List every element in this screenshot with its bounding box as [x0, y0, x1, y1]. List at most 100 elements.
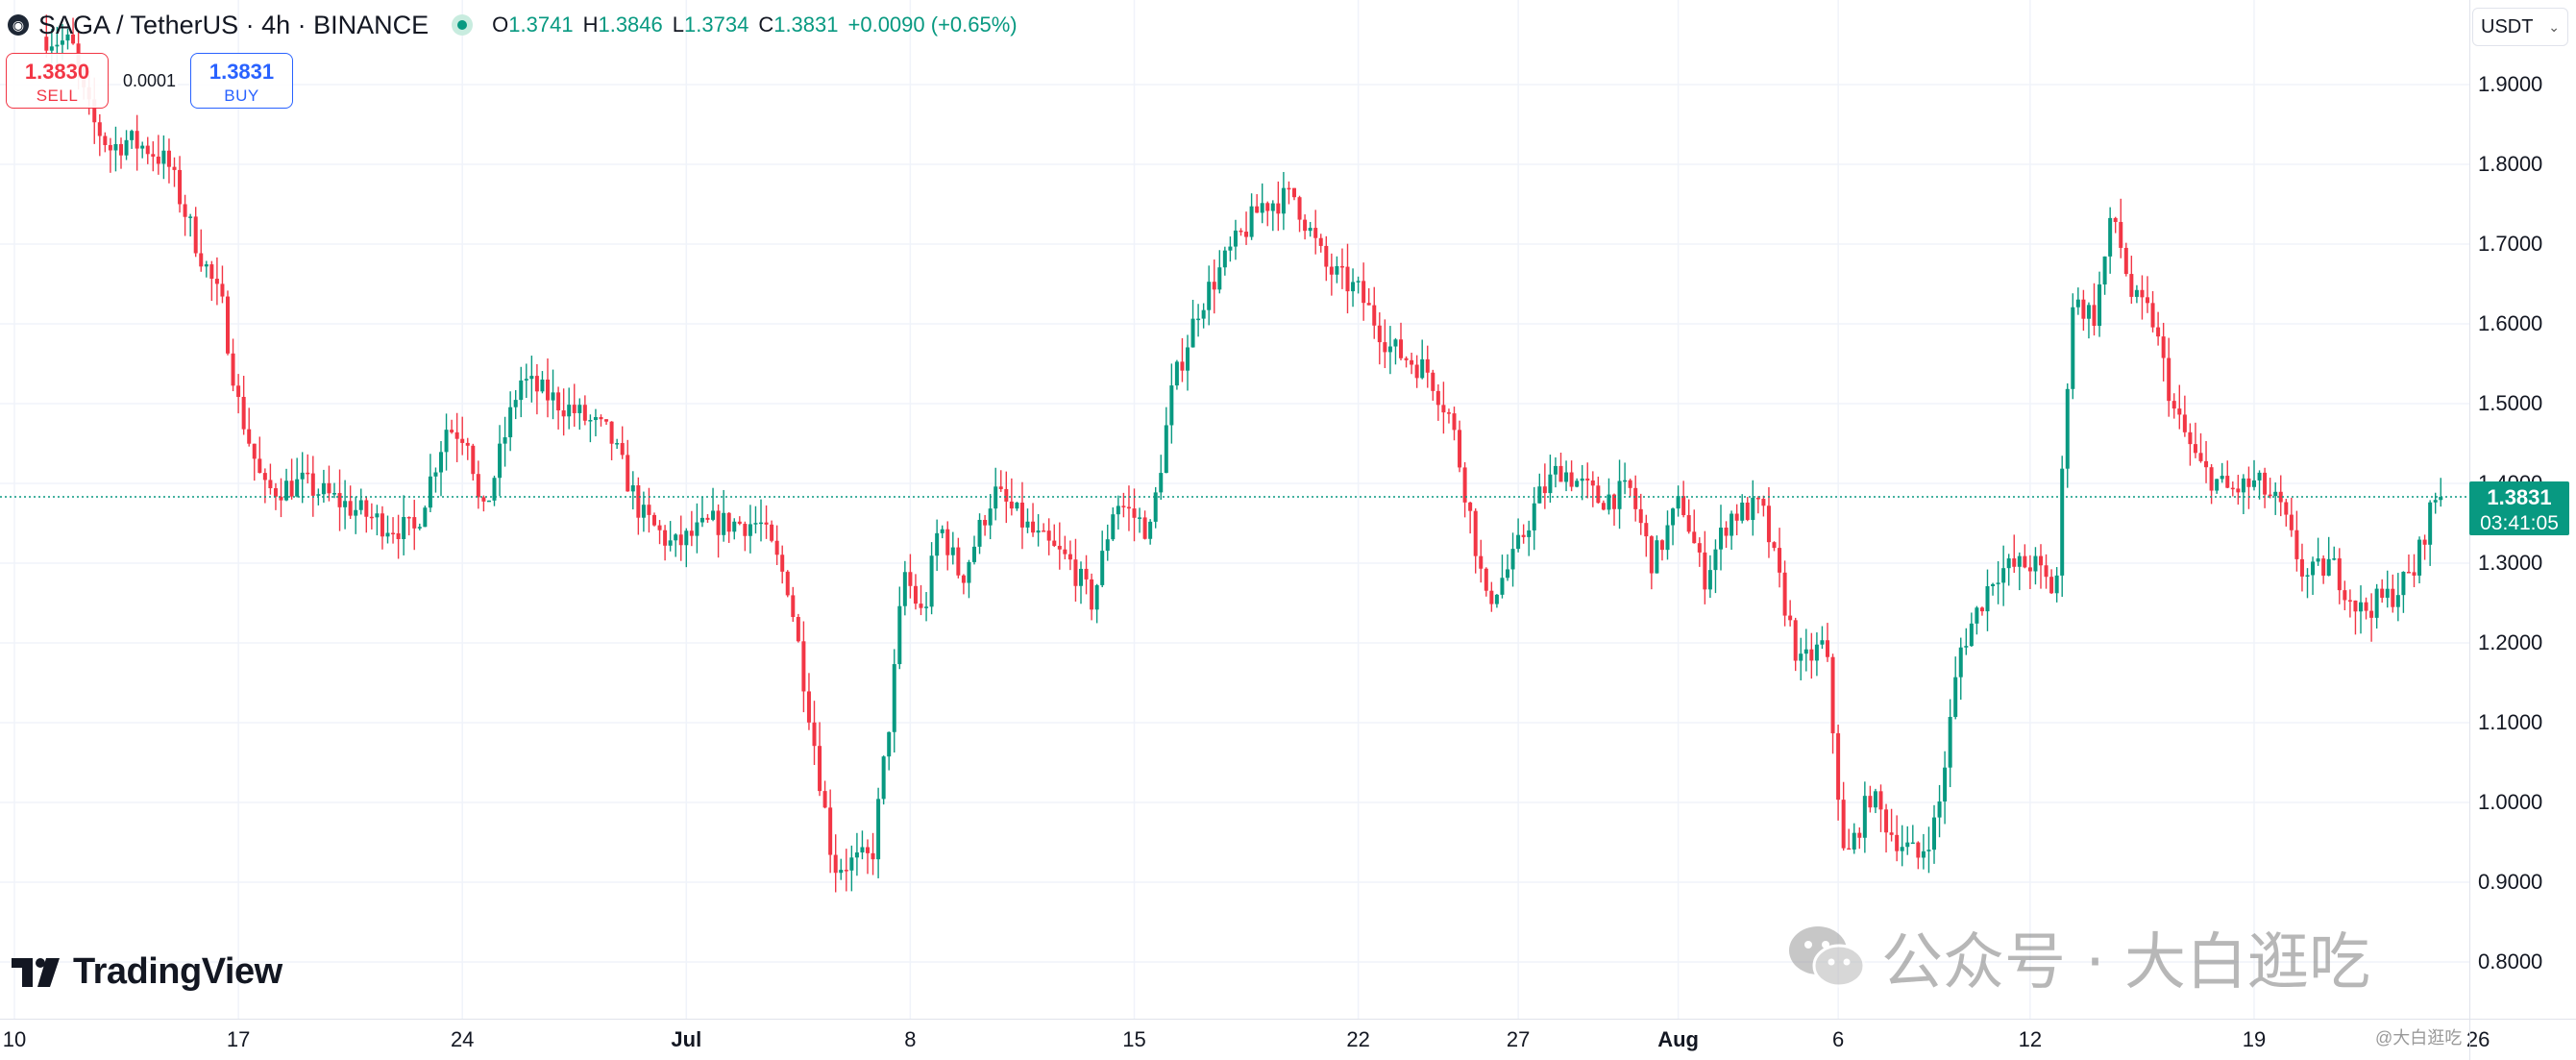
candle-down	[2161, 336, 2166, 358]
candle-up	[2428, 502, 2433, 545]
candle-down	[476, 474, 480, 498]
candle-down	[1558, 465, 1563, 482]
market-status-icon[interactable]	[452, 14, 474, 36]
candle-up	[2108, 217, 2113, 257]
candle-down	[252, 443, 257, 459]
candle-up	[65, 34, 70, 41]
candle-down	[801, 641, 806, 692]
candle-up	[641, 505, 646, 518]
scale-corner	[2469, 1019, 2576, 1060]
candle-up	[529, 376, 534, 380]
candle-up	[433, 472, 438, 477]
candle-up	[1921, 850, 1926, 858]
candle-up	[1553, 465, 1558, 475]
candle-up	[1607, 494, 1611, 510]
candle-down	[647, 505, 651, 515]
candle-down	[705, 517, 710, 520]
candle-up	[1900, 847, 1904, 851]
candle-down	[209, 264, 214, 280]
candle-layer	[44, 14, 2443, 893]
candle-down	[1703, 552, 1707, 590]
candle-down	[1479, 555, 1484, 569]
wechat-watermark: 公众号 · 大白逛吃	[1787, 913, 2370, 1001]
chart-area[interactable]	[0, 0, 2469, 1019]
candle-up	[967, 561, 971, 583]
ohlc-change: +0.0090 (+0.65%)	[847, 12, 1018, 37]
candle-down	[626, 455, 630, 492]
candle-up	[2316, 558, 2320, 562]
candle-down	[1484, 568, 1488, 591]
candle-up	[2215, 479, 2220, 491]
candlestick-chart[interactable]	[0, 0, 2469, 1019]
candle-up	[2086, 305, 2091, 319]
sell-button[interactable]: 1.3830 SELL	[6, 53, 109, 109]
candle-down	[1745, 502, 1750, 521]
time-tick-label: 6	[1831, 1027, 1845, 1051]
time-tick-label: 27	[1506, 1027, 1531, 1051]
candle-up	[1222, 250, 1227, 268]
candle-up	[1105, 539, 1110, 552]
candle-down	[2171, 401, 2176, 409]
candle-up	[316, 494, 321, 496]
candle-up	[1500, 578, 1505, 595]
candle-down	[1766, 505, 1771, 543]
candle-up	[1852, 832, 1856, 850]
candle-up	[630, 485, 635, 492]
candle-up	[2102, 256, 2107, 284]
candle-down	[812, 722, 817, 747]
candle-up	[204, 264, 209, 267]
candle-up	[839, 870, 844, 874]
candle-down	[231, 353, 235, 386]
candle-down	[1132, 508, 1137, 518]
candle-down	[1126, 506, 1131, 509]
candle-up	[540, 379, 545, 392]
candle-up	[1260, 203, 1264, 213]
candle-up	[1740, 502, 1745, 521]
time-tick-label: Aug	[1657, 1027, 1699, 1051]
candle-down	[844, 870, 848, 872]
symbol-title[interactable]: SAGA / TetherUS · 4h · BINANCE	[38, 10, 429, 39]
candle-down	[2156, 327, 2161, 337]
candle-up	[2001, 568, 2006, 583]
candle-down	[1778, 548, 1782, 573]
ohlc-high: H1.3846	[582, 12, 663, 37]
ohlc-close: C1.3831	[758, 12, 839, 37]
currency-value: USDT	[2481, 15, 2534, 37]
currency-select[interactable]: USDT ⌄	[2472, 8, 2568, 46]
candle-down	[1782, 572, 1787, 616]
candle-up	[929, 555, 934, 607]
candle-down	[2209, 467, 2214, 491]
candle-up	[1356, 281, 1361, 283]
candle-down	[2225, 476, 2230, 488]
buy-button[interactable]: 1.3831 BUY	[190, 53, 293, 109]
time-scale[interactable]: 10 17 24 Jul 8 15 22 27 Aug 6 12 19 26	[0, 1019, 2490, 1060]
candle-up	[972, 546, 976, 562]
candle-down	[108, 144, 112, 151]
candle-down	[310, 473, 315, 496]
time-tick-label: Jul	[671, 1027, 702, 1051]
candle-up	[1281, 187, 1286, 214]
candle-up	[887, 731, 892, 757]
price-tick-label: 1.0000	[2478, 790, 2543, 814]
candle-up	[711, 510, 716, 520]
candle-down	[481, 497, 486, 502]
candle-down	[620, 443, 625, 456]
candle-down	[556, 392, 561, 411]
candle-down	[2146, 297, 2149, 304]
tradingview-logo[interactable]: TradingView	[12, 951, 282, 993]
symbol-legend[interactable]: ◉ SAGA / TetherUS · 4h · BINANCE O1.3741…	[8, 6, 1018, 44]
candle-down	[913, 585, 918, 604]
candle-up	[753, 523, 758, 525]
candle-down	[828, 807, 833, 855]
candle-up	[2433, 500, 2438, 503]
candle-up	[1025, 521, 1030, 528]
candle-down	[2268, 494, 2272, 497]
candle-down	[1425, 358, 1430, 373]
candle-up	[1953, 677, 1958, 717]
candle-down	[689, 530, 694, 536]
candle-down	[1772, 542, 1777, 549]
candle-down	[193, 216, 198, 254]
candle-up	[860, 847, 865, 853]
candle-up	[1617, 481, 1622, 509]
candle-up	[950, 547, 955, 555]
